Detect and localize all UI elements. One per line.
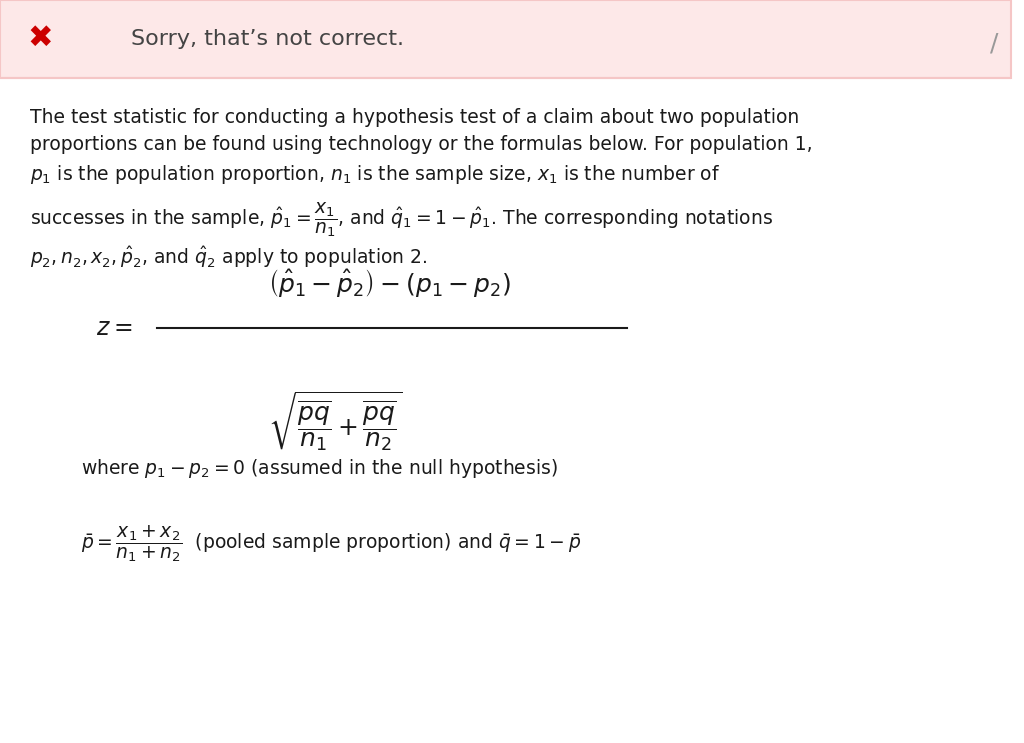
Text: Sorry, that’s not correct.: Sorry, that’s not correct.: [131, 29, 404, 48]
Text: $p_1$ is the population proportion, $n_1$ is the sample size, $x_1$ is the numbe: $p_1$ is the population proportion, $n_1…: [31, 163, 721, 186]
Text: $\bar{p} = \dfrac{x_1 + x_2}{n_1 + n_2}$  (pooled sample proportion) and $\bar{q: $\bar{p} = \dfrac{x_1 + x_2}{n_1 + n_2}$…: [81, 524, 582, 564]
Text: ✖: ✖: [28, 24, 53, 53]
Text: $\sqrt{\dfrac{\overline{pq}}{n_1} + \dfrac{\overline{pq}}{n_2}}$: $\sqrt{\dfrac{\overline{pq}}{n_1} + \dfr…: [268, 390, 402, 454]
Text: $p_2, n_2, x_2, \hat{p}_2$, and $\hat{q}_2$ apply to population 2.: $p_2, n_2, x_2, \hat{p}_2$, and $\hat{q}…: [31, 244, 428, 270]
Text: $\left(\hat{p}_1 - \hat{p}_2\right) - \left(p_1 - p_2\right)$: $\left(\hat{p}_1 - \hat{p}_2\right) - \l…: [268, 267, 511, 299]
Text: where $p_1 - p_2 = 0$ (assumed in the null hypothesis): where $p_1 - p_2 = 0$ (assumed in the nu…: [81, 457, 558, 480]
Text: proportions can be found using technology or the formulas below. For population : proportions can be found using technolog…: [31, 135, 813, 155]
Text: $z =$: $z =$: [96, 317, 132, 340]
FancyBboxPatch shape: [0, 0, 1011, 78]
Text: /: /: [989, 31, 998, 55]
Text: successes in the sample, $\hat{p}_1 = \dfrac{x_1}{n_1}$, and $\hat{q}_1 = 1 - \h: successes in the sample, $\hat{p}_1 = \d…: [31, 201, 773, 239]
Text: The test statistic for conducting a hypothesis test of a claim about two populat: The test statistic for conducting a hypo…: [31, 108, 800, 127]
